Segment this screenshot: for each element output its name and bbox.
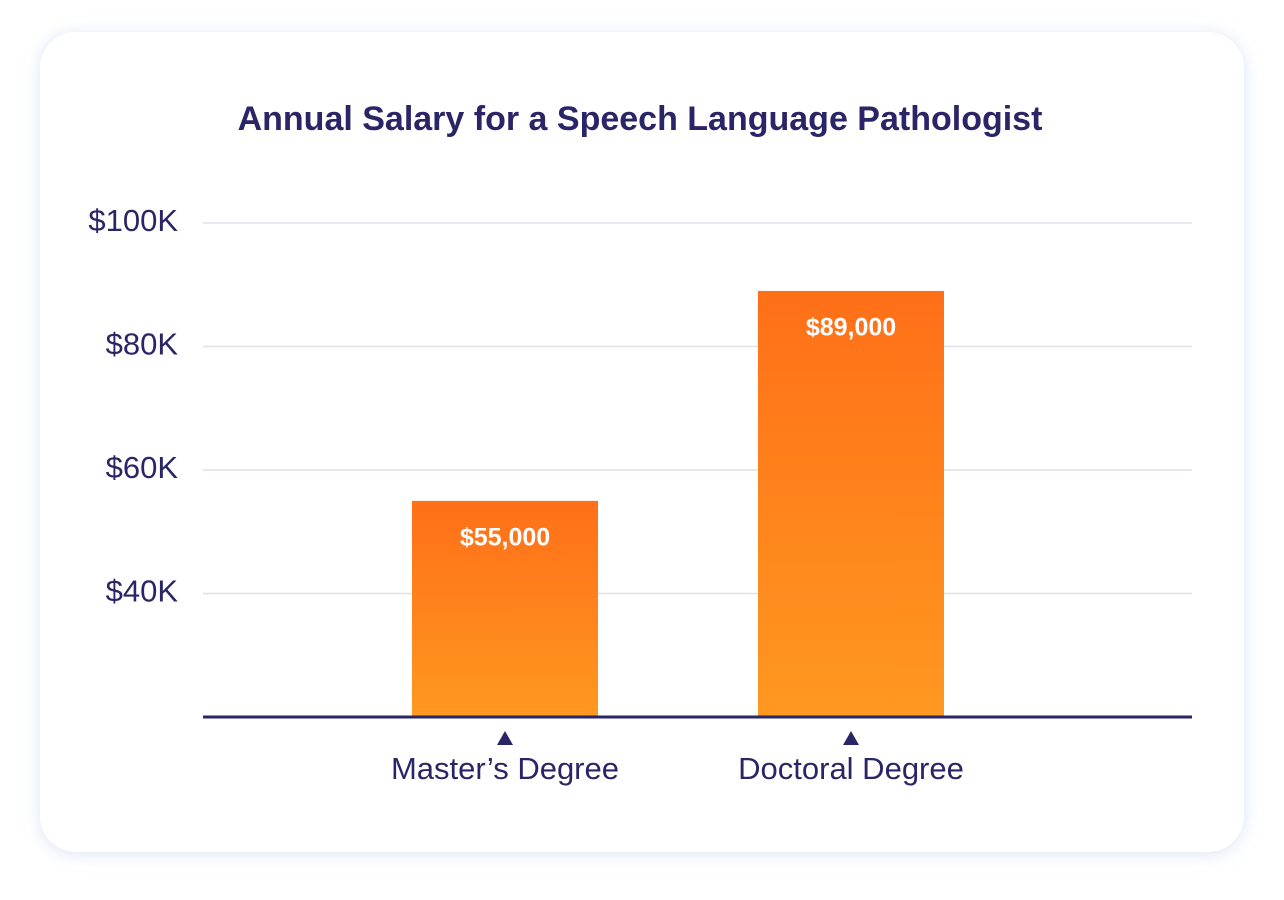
bar [412,500,598,717]
y-tick-label: $80K [106,327,179,362]
y-tick-label: $100K [88,203,178,238]
x-tick-label: Doctoral Degree [738,751,964,786]
value-label: $55,000 [460,523,550,551]
card [40,32,1244,852]
y-tick-label: $60K [106,450,179,485]
x-tick-label: Master’s Degree [391,751,619,786]
bar [758,290,944,717]
chart-title: Annual Salary for a Speech Language Path… [238,100,1043,138]
tick-arrow [843,731,859,745]
tick-arrow [497,731,513,745]
value-label: $89,000 [806,314,896,342]
y-tick-label: $40K [106,574,179,609]
